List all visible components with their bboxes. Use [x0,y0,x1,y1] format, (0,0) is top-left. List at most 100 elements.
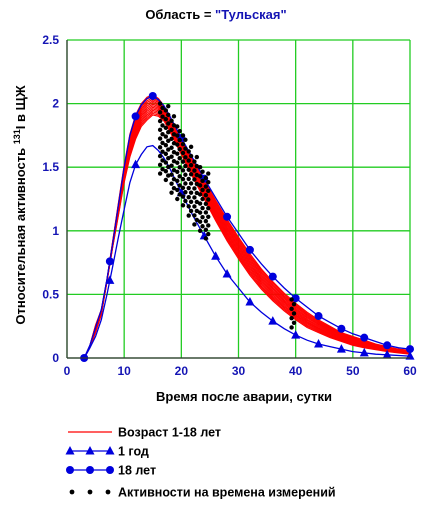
measurement-dot [157,136,163,141]
measurement-dot [171,185,177,191]
measurement-dot [203,184,209,189]
measurement-dot [186,158,191,163]
measurement-dot [180,203,186,208]
measurement-dot [171,114,177,119]
measurement-dot [291,311,297,316]
measurement-dot [157,153,163,159]
measurement-dot [206,180,211,185]
measurement-dot [166,138,171,144]
measurement-dot [186,195,191,200]
axes [66,40,410,359]
measurement-dot [166,164,171,170]
measurement-dot [200,214,205,220]
measurement-dot [206,214,211,220]
legend-marker-measurements [87,489,93,495]
measurement-dot [177,174,182,179]
measurement-dot [200,169,205,174]
measurement-dot [206,231,211,237]
legend-marker-18-years [86,466,94,474]
measurement-dot [197,192,203,197]
measurement-dot [200,187,205,193]
age-curve [83,114,411,359]
measurement-dot [171,132,177,137]
measurement-dot [157,162,163,168]
measurement-dot [206,205,211,211]
measurement-dot [206,197,211,202]
measurement-dot [183,172,188,177]
measurement-dot [171,167,177,173]
series-measurements [157,101,297,330]
measurement-dot [188,144,194,150]
measurement-dot [192,177,197,182]
measurement-dot [197,174,203,179]
eighteen-marker [268,272,277,281]
one-year-marker [314,339,324,348]
measurement-dot [186,167,191,172]
one-year-marker [211,251,221,260]
measurement-dot [163,160,169,165]
measurement-dot [160,149,165,154]
measurement-dot [200,205,205,211]
measurement-dot [169,145,174,150]
measurement-dot [188,162,194,168]
measurement-dot [169,136,174,141]
measurement-dot [163,116,169,122]
measurement-dot [183,163,188,169]
measurement-dot [163,177,169,183]
x-tick-label: 40 [289,364,303,378]
eighteen-marker [383,341,392,350]
eighteen-marker [148,91,157,100]
measurement-dot [197,219,203,224]
measurement-dot [183,146,188,151]
measurement-dot [169,172,174,177]
eighteen-marker [131,112,140,121]
one-year-marker [336,344,346,353]
legend-label: 18 лет [118,464,156,478]
measurement-dot [289,325,294,330]
measurement-dot [180,168,186,173]
measurement-dot [175,160,180,165]
measurement-dot [157,145,163,150]
measurement-dot [192,186,197,191]
measurement-dot [160,114,165,119]
measurement-dot [194,163,200,169]
measurement-dot [157,127,163,133]
measurement-dot [175,133,180,138]
measurement-dot [163,143,169,148]
measurement-dot [183,198,188,204]
measurement-dot [169,190,174,195]
measurement-dot [183,155,188,160]
measurement-dot [171,159,177,164]
y-tick-label: 0.5 [42,287,59,301]
measurement-dot [160,132,165,137]
legend-marker-1-year [65,446,75,455]
measurement-dot [194,217,200,223]
eighteen-marker [223,212,232,221]
measurement-dot [180,176,186,182]
y-axis-label: Относительная активность 131I в ЩЖ [12,85,28,324]
measurement-dot [203,201,209,207]
legend-marker-18-years [66,466,74,474]
measurement-dot [177,128,182,134]
measurement-dot [171,150,177,155]
measurement-dot [180,150,186,156]
age-curve [83,112,411,359]
one-year-marker [131,159,141,169]
legend-marker-measurements [105,489,111,495]
x-tick-label: 10 [117,364,131,378]
legend-marker-measurements [69,489,75,495]
measurement-dot [194,208,200,214]
legend-marker-18-years [106,466,114,474]
measurement-dot [197,210,203,215]
measurement-dot [169,163,174,168]
measurement-dot [186,213,191,218]
measurement-dot [203,218,209,224]
measurement-dot [188,153,194,159]
measurement-dot [160,123,165,128]
legend: Возраст 1-18 лет 1 год 18 лет Активности на… [65,426,336,500]
measurement-dot [175,151,180,156]
measurement-dot [194,154,200,160]
measurement-dot [180,159,186,164]
measurement-dot [180,133,186,138]
